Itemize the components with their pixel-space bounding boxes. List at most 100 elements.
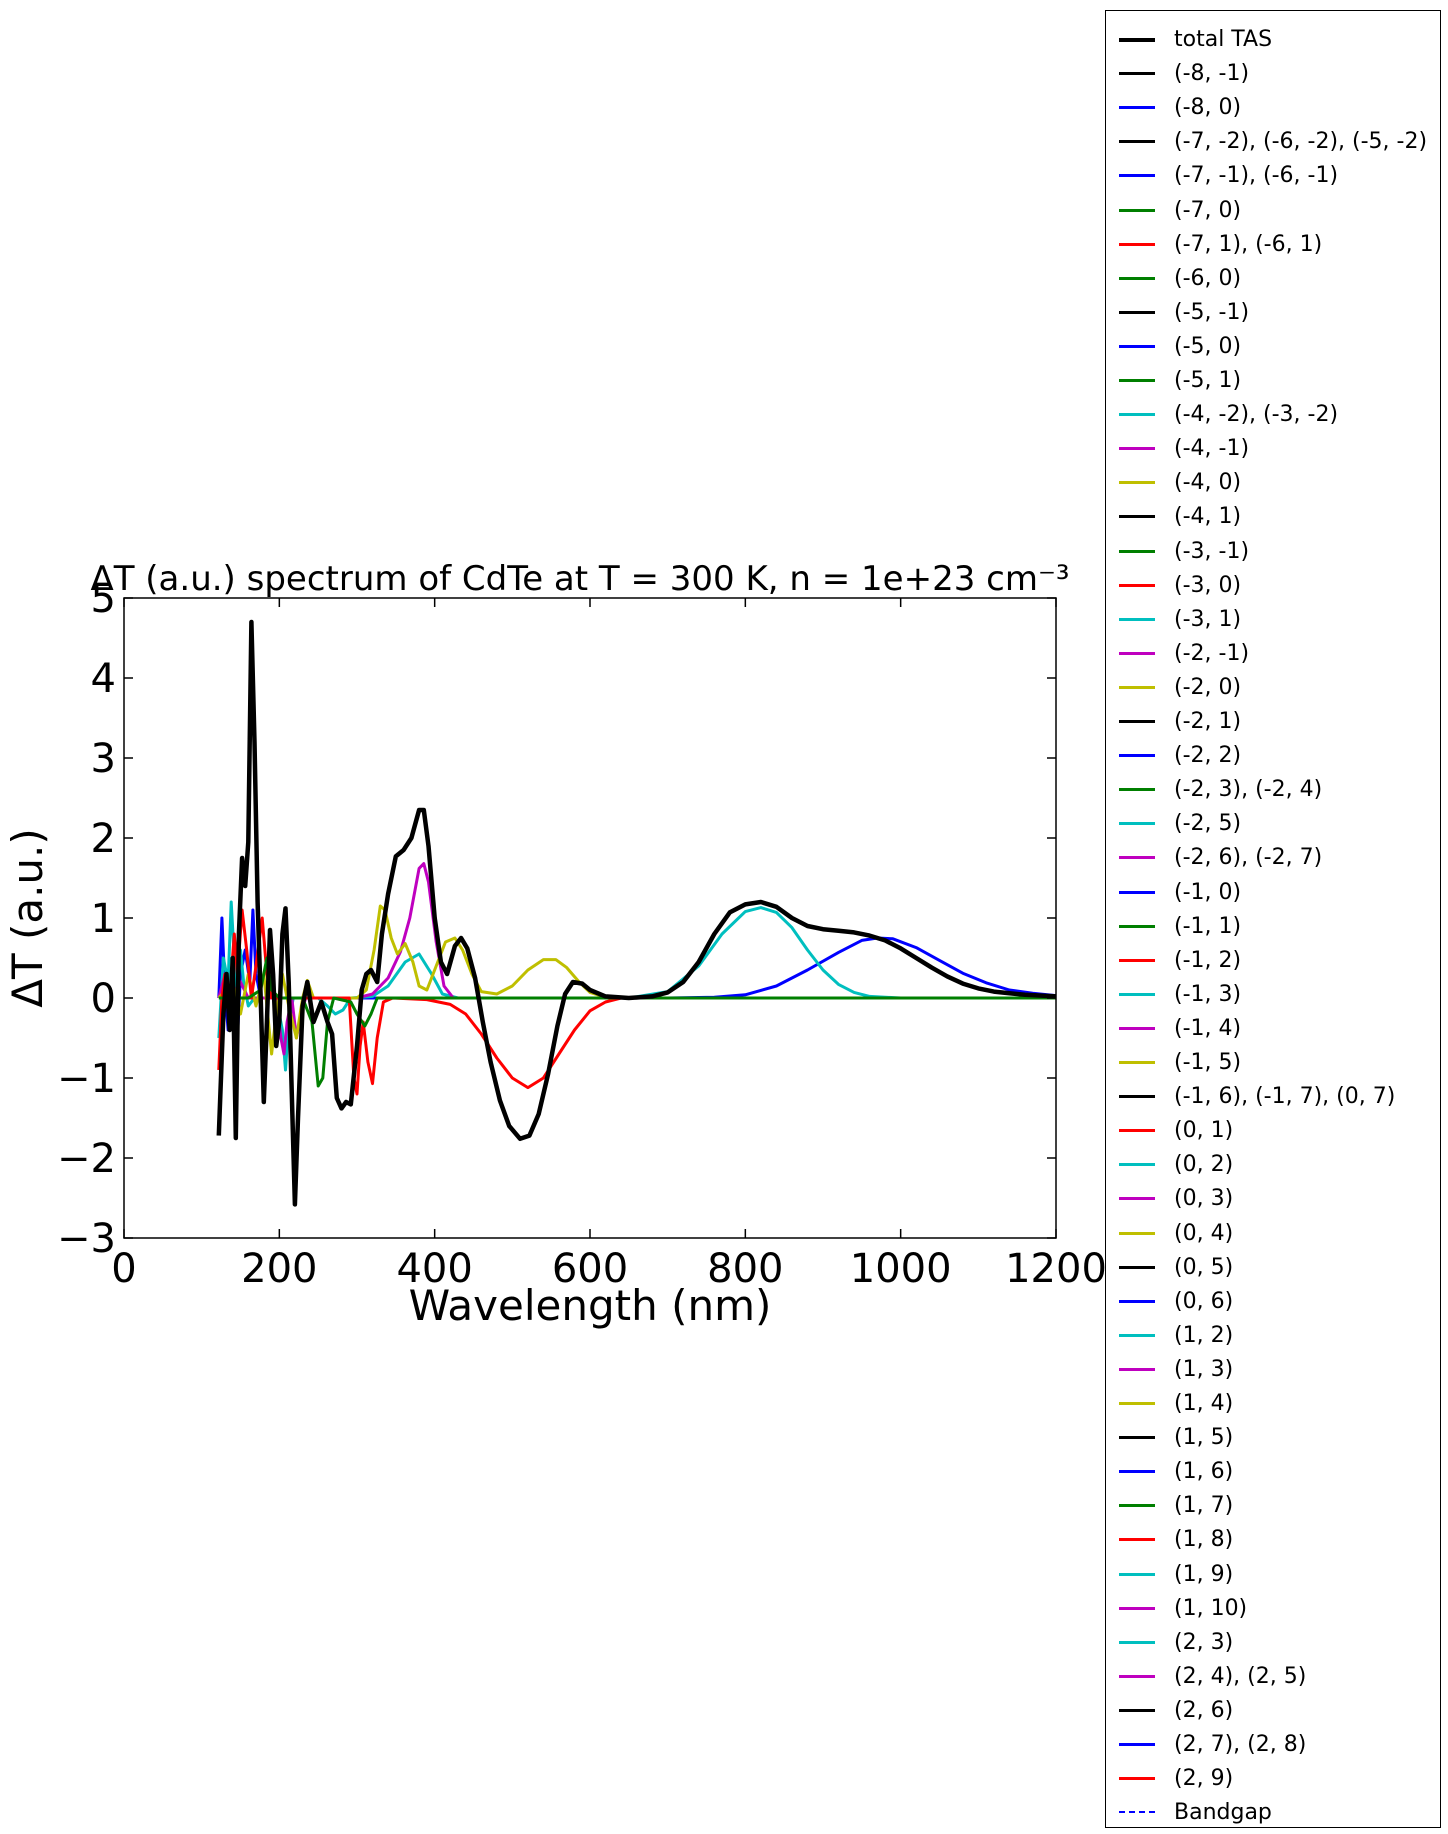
legend-swatch [1119,1504,1155,1508]
legend-item: (1, 5) [1106,1420,1440,1454]
legend-label: (1, 9) [1174,1561,1234,1587]
y-tick-label: −2 [57,1136,116,1182]
legend-swatch [1119,958,1155,962]
legend-item: (-8, 0) [1106,90,1440,124]
y-tick-label: 5 [91,576,116,622]
legend-label: (-5, -1) [1174,299,1250,325]
legend-item: (-3, 1) [1106,602,1440,636]
legend-item: (2, 9) [1106,1761,1440,1795]
legend-item: Bandgap [1106,1795,1440,1829]
legend-swatch [1119,1436,1155,1440]
legend-item: (1, 7) [1106,1488,1440,1522]
legend-label: (-3, 1) [1174,606,1242,632]
legend-swatch [1119,1197,1155,1201]
legend-swatch [1119,140,1155,144]
legend-item: (-5, -1) [1106,295,1440,329]
legend-swatch [1119,106,1155,110]
x-tick-label: 600 [552,1246,628,1292]
legend-swatch [1119,447,1155,451]
legend-swatch [1119,617,1155,621]
legend-label: (0, 5) [1174,1254,1234,1280]
legend-label: (-2, 6), (-2, 7) [1174,845,1323,871]
legend-label: (0, 6) [1174,1288,1234,1314]
legend-swatch [1119,310,1155,314]
legend-item: (-2, 2) [1106,738,1440,772]
legend-label: (1, 4) [1174,1391,1234,1416]
legend-swatch [1119,549,1155,553]
y-tick-label: −3 [57,1216,116,1262]
legend-item: total TAS [1106,22,1440,56]
legend-item: (2, 7), (2, 8) [1106,1727,1440,1761]
y-tick-label: 1 [91,896,116,942]
y-tick-label: 4 [91,656,116,702]
legend-swatch [1119,1606,1155,1610]
legend-label: (1, 2) [1174,1322,1234,1348]
y-tick-label: 3 [91,736,116,782]
legend-item: (-4, -2), (-3, -2) [1106,397,1440,431]
legend-swatch [1119,413,1155,417]
legend-label: (-4, -2), (-3, -2) [1174,402,1339,428]
legend-swatch [1119,992,1155,996]
legend-swatch [1119,1538,1155,1542]
legend-swatch [1119,515,1155,519]
legend-swatch [1119,856,1155,860]
legend-label: (-4, 1) [1174,504,1242,530]
x-tick-label: 0 [111,1246,136,1292]
legend-swatch [1119,1743,1155,1746]
legend-label: (-1, 6), (-1, 7), (0, 7) [1174,1084,1396,1110]
legend-label: (-1, 0) [1174,879,1242,905]
legend-swatch [1119,1095,1155,1099]
y-tick-label: −1 [57,1056,116,1102]
legend-label: (2, 4), (2, 5) [1174,1663,1307,1689]
legend-item: (0, 5) [1106,1250,1440,1284]
legend-swatch [1119,1231,1155,1235]
legend-label: (-7, 1), (-6, 1) [1174,231,1323,257]
legend-label: (0, 4) [1174,1220,1234,1246]
legend-item: (-2, 1) [1106,704,1440,738]
legend-item: (-2, 3), (-2, 4) [1106,772,1440,806]
legend-swatch [1119,1572,1155,1576]
legend-item: (0, 2) [1106,1147,1440,1181]
legend-item: (-7, -1), (-6, -1) [1106,158,1440,192]
legend-label: (2, 9) [1174,1766,1234,1792]
legend-label: (-1, 1) [1174,913,1242,939]
legend-item: (-1, 2) [1106,943,1440,977]
series-line-8 [216,619,1057,1207]
legend-label: (0, 1) [1174,1118,1234,1144]
legend-item: (-4, -1) [1106,431,1440,465]
legend-swatch [1119,38,1155,42]
legend-label: (-2, 5) [1174,811,1242,837]
legend-swatch [1119,583,1155,587]
series-line-1 [217,908,1057,1040]
legend-swatch [1119,72,1155,76]
legend-swatch [1119,242,1155,246]
legend-swatch [1119,1333,1155,1337]
legend-swatch [1119,651,1155,655]
legend-swatch [1119,890,1155,894]
legend-swatch [1119,276,1155,280]
legend-swatch [1119,754,1155,758]
legend-item: (2, 6) [1106,1693,1440,1727]
legend-label: (-5, 0) [1174,333,1242,359]
legend-item: (-4, 0) [1106,465,1440,499]
legend-swatch [1119,1708,1155,1712]
y-tick-label: 0 [91,976,116,1022]
legend-label: (1, 8) [1174,1527,1234,1553]
chart-title: ΔT (a.u.) spectrum of CdTe at T = 300 K,… [90,559,1069,599]
legend-swatch [1119,1026,1155,1030]
legend-item: (-3, 0) [1106,568,1440,602]
series-line-2 [217,900,1056,1072]
legend-swatch [1119,1811,1155,1814]
legend-swatch [1119,1402,1155,1405]
legend-item: (-6, 0) [1106,261,1440,295]
x-tick-label: 1200 [1005,1246,1107,1292]
y-axis-label: ΔT (a.u.) [3,828,52,1008]
x-axis: 0 200 400 600 800 1000 1200 [111,598,1107,1292]
legend-label: (0, 3) [1174,1186,1234,1212]
legend-swatch [1119,1163,1155,1167]
legend-swatch [1119,1367,1155,1371]
legend-swatch [1119,822,1155,826]
legend-label: (2, 3) [1174,1629,1234,1655]
legend-swatch [1119,924,1155,928]
